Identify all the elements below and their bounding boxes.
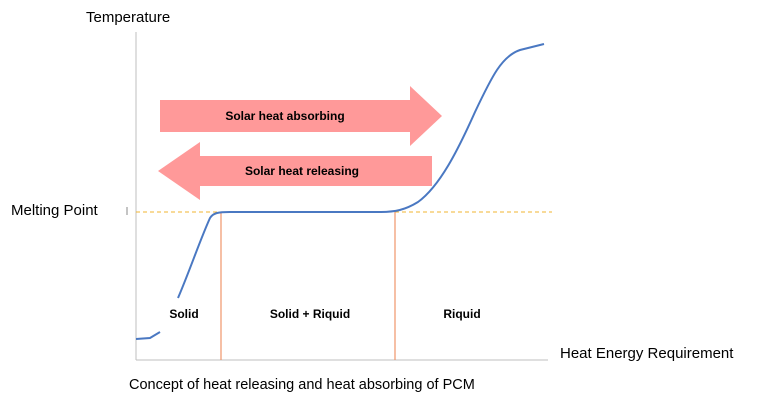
region-solid-label: Solid — [169, 307, 198, 321]
releasing-arrow — [158, 142, 432, 200]
region-solid-liquid-label: Solid + Riquid — [270, 307, 350, 321]
melting-point-label: Melting Point — [11, 202, 99, 219]
absorbing-arrow — [160, 86, 442, 146]
absorbing-arrow-label: Solar heat absorbing — [225, 109, 344, 123]
diagram-caption: Concept of heat releasing and heat absor… — [129, 377, 475, 393]
temperature-curve — [135, 43, 545, 340]
y-axis-label: Temperature — [86, 9, 170, 26]
region-liquid-label: Riquid — [443, 307, 480, 321]
releasing-arrow-label: Solar heat releasing — [245, 164, 359, 178]
x-axis-label: Heat Energy Requirement — [560, 345, 734, 362]
